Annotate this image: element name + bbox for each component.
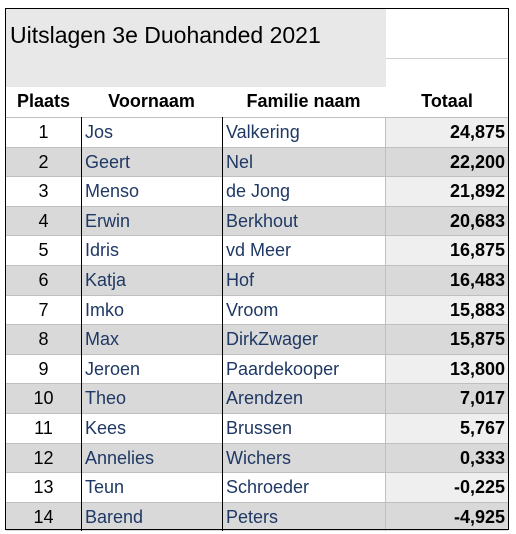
total: 5,767	[459, 418, 505, 438]
rank: 13	[33, 477, 54, 498]
total-bg	[385, 117, 509, 147]
last-name: Brussen	[226, 418, 293, 438]
last-name: Paardekooper	[226, 358, 340, 379]
first-name: Katja	[85, 270, 127, 290]
last-name: Nel	[226, 151, 254, 172]
total: 0,333	[459, 447, 505, 468]
rank: 12	[33, 447, 54, 468]
column-header: Totaal	[421, 91, 473, 111]
rank: 5	[38, 240, 49, 261]
total: 15,875	[449, 329, 505, 350]
rank: 6	[38, 270, 49, 290]
rank: 14	[33, 506, 54, 527]
row-bg	[6, 442, 508, 473]
total: 22,200	[449, 151, 505, 172]
divider	[386, 58, 508, 59]
total-bg	[385, 353, 509, 384]
first-name: Idris	[85, 240, 120, 261]
total: 7,017	[459, 388, 505, 409]
last-name: Peters	[226, 506, 279, 527]
first-name: Teun	[85, 477, 125, 498]
column-divider	[385, 117, 386, 532]
title: Uitslagen 3e Duohanded 2021	[10, 22, 321, 48]
last-name: vd Meer	[226, 240, 292, 261]
last-name: Berkhout	[226, 210, 299, 231]
first-name: Max	[85, 329, 120, 350]
rank: 8	[38, 329, 49, 350]
rank: 7	[38, 299, 49, 320]
total-bg	[385, 413, 509, 443]
last-name: Hof	[226, 270, 255, 290]
total: -4,925	[453, 506, 505, 527]
rank: 9	[38, 358, 49, 379]
rank: 3	[38, 181, 49, 202]
total: -0,225	[453, 477, 505, 498]
total-bg	[385, 294, 509, 325]
first-name: Kees	[85, 418, 127, 438]
column-header: Plaats	[16, 91, 71, 111]
first-name: Barend	[85, 506, 144, 527]
total: 16,483	[449, 270, 505, 290]
total: 15,883	[449, 299, 505, 320]
last-name: Schroeder	[226, 477, 310, 498]
first-name: Jos	[85, 122, 114, 142]
row-bg	[6, 324, 508, 354]
last-name: Valkering	[226, 122, 300, 142]
column-divider	[81, 117, 82, 532]
total-bg	[385, 472, 509, 502]
total: 24,875	[449, 122, 505, 142]
rank: 2	[38, 151, 49, 172]
row-bg	[6, 501, 508, 532]
rank: 1	[38, 122, 49, 142]
first-name: Imko	[85, 299, 125, 320]
rank: 10	[33, 388, 54, 409]
column-header: Voornaam	[108, 91, 195, 111]
row-bg	[6, 265, 508, 295]
title-band	[6, 9, 386, 87]
total-bg	[385, 176, 509, 206]
first-name: Annelies	[85, 447, 155, 468]
last-name: DirkZwager	[226, 329, 319, 350]
first-name: Jeroen	[85, 358, 141, 379]
row-bg	[6, 146, 508, 177]
last-name: Vroom	[226, 299, 279, 320]
row-bg	[6, 205, 508, 236]
rank: 11	[34, 418, 53, 438]
total: 13,800	[449, 358, 505, 379]
last-name: de Jong	[226, 181, 291, 202]
total: 20,683	[449, 210, 505, 231]
rank: 4	[38, 210, 49, 231]
table-border	[5, 8, 509, 530]
first-name: Theo	[85, 388, 127, 409]
column-header: Familie naam	[246, 91, 361, 111]
last-name: Wichers	[226, 447, 292, 468]
first-name: Menso	[85, 181, 140, 202]
column-divider	[222, 117, 223, 532]
total: 21,892	[449, 181, 505, 202]
total: 16,875	[449, 240, 505, 261]
first-name: Erwin	[85, 210, 131, 231]
row-bg	[6, 383, 508, 413]
first-name: Geert	[85, 151, 131, 172]
last-name: Arendzen	[226, 388, 304, 409]
total-bg	[385, 235, 509, 265]
